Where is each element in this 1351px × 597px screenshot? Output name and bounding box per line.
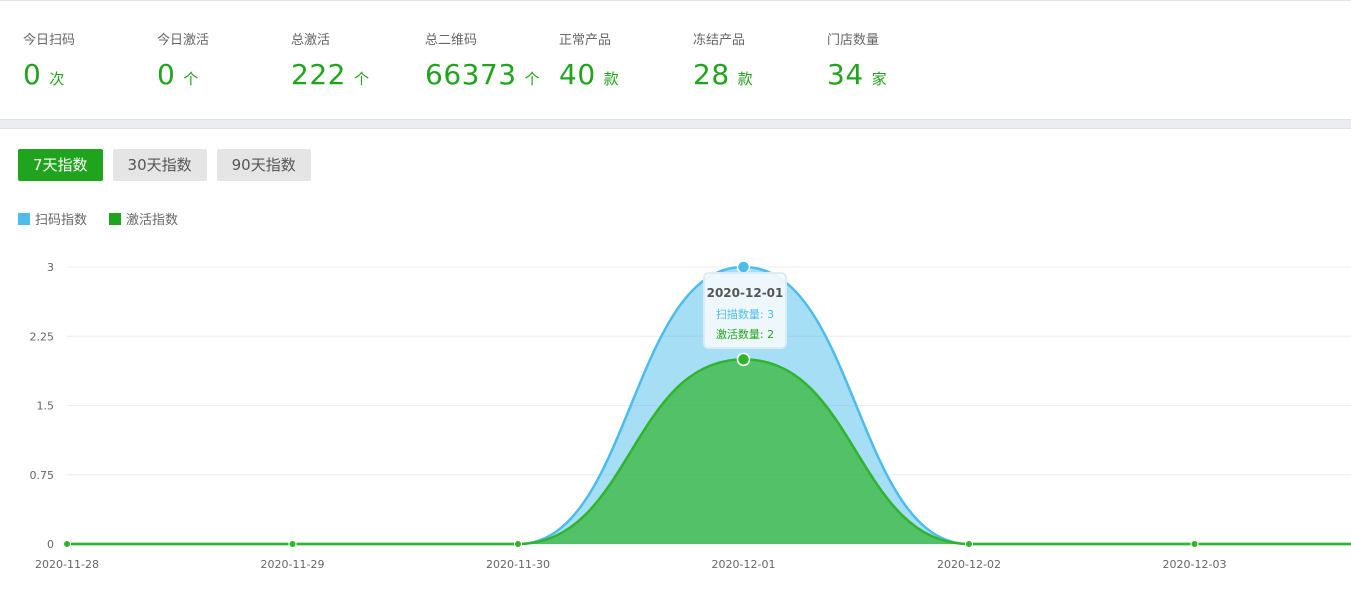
stat-unit: 个 <box>353 70 369 88</box>
tooltip-activate-count: 激活数量: 2 <box>715 328 775 341</box>
stat-label: 正常产品 <box>559 33 612 48</box>
stat-store-count: 门店数量 34 家 <box>827 29 887 91</box>
stat-unit: 款 <box>737 70 753 88</box>
stat-label: 今日扫码 <box>23 33 76 48</box>
stat-total-qrcodes: 总二维码 66373 个 <box>425 29 540 91</box>
x-tick-label: 2020-12-03 <box>1163 558 1227 571</box>
y-tick-label: 3 <box>47 261 54 274</box>
stat-label: 今日激活 <box>157 33 210 48</box>
data-point <box>736 352 751 367</box>
top-border <box>0 0 1351 1</box>
stat-value: 222 <box>291 58 346 91</box>
tooltip-scan-count: 扫描数量: 3 <box>715 308 775 321</box>
stat-label: 门店数量 <box>827 33 880 48</box>
x-tick-label: 2020-11-29 <box>261 558 325 571</box>
x-tick-label: 2020-12-01 <box>712 558 776 571</box>
stat-frozen-products: 冻结产品 28 款 <box>693 29 753 91</box>
tooltip-date: 2020-12-01 <box>706 286 784 300</box>
section-divider <box>0 119 1351 129</box>
data-point <box>514 540 522 548</box>
stat-label: 冻结产品 <box>693 33 746 48</box>
trend-chart: 0 0.75 1.5 2.25 3 2020-11-28 2020-11-29 2020-11… <box>30 260 1351 571</box>
stat-unit: 个 <box>524 70 540 88</box>
y-tick-label: 2.25 <box>30 330 55 343</box>
legend-swatch-scan <box>18 212 30 225</box>
y-tick-label: 0 <box>47 538 54 551</box>
tab-7-days[interactable]: 7天指数 <box>18 149 103 181</box>
x-tick-label: 2020-11-30 <box>486 558 550 571</box>
stat-total-activations: 总激活 222 个 <box>291 29 369 91</box>
stat-value: 0 <box>23 58 42 91</box>
tab-30-days[interactable]: 30天指数 <box>112 149 207 181</box>
stat-value: 34 <box>827 58 864 91</box>
stat-value: 40 <box>559 58 596 91</box>
stat-unit: 次 <box>49 70 65 88</box>
stat-value: 28 <box>693 58 730 91</box>
stat-normal-products: 正常产品 40 款 <box>559 29 619 91</box>
data-point <box>288 540 297 548</box>
x-tick-label: 2020-11-28 <box>35 558 99 571</box>
x-tick-label: 2020-12-02 <box>937 558 1001 571</box>
stat-label: 总二维码 <box>425 33 478 48</box>
stat-unit: 款 <box>603 70 619 88</box>
stat-label: 总激活 <box>291 33 331 48</box>
legend-label-activate: 激活指数 <box>126 213 179 228</box>
tab-90-days[interactable]: 90天指数 <box>216 149 311 181</box>
legend-item-scan[interactable]: 扫码指数 <box>18 209 87 228</box>
chart-legend: 扫码指数 激活指数 <box>18 209 178 228</box>
stat-unit: 家 <box>871 70 887 88</box>
data-point <box>63 540 71 548</box>
range-tabs: 7天指数 30天指数 90天指数 <box>18 149 311 181</box>
chart-tooltip: 2020-12-01 扫描数量: 3 激活数量: 2 <box>703 272 787 349</box>
legend-label-scan: 扫码指数 <box>35 213 88 228</box>
stat-value: 0 <box>157 58 176 91</box>
series-area-1 <box>67 359 1351 544</box>
data-point <box>965 540 973 548</box>
legend-swatch-activate <box>109 212 122 225</box>
stat-unit: 个 <box>183 70 199 88</box>
legend-item-activate[interactable]: 激活指数 <box>109 209 178 228</box>
y-tick-label: 1.5 <box>37 400 55 413</box>
y-tick-label: 0.75 <box>30 469 55 482</box>
stat-value: 66373 <box>425 58 517 91</box>
data-point <box>1190 540 1199 548</box>
